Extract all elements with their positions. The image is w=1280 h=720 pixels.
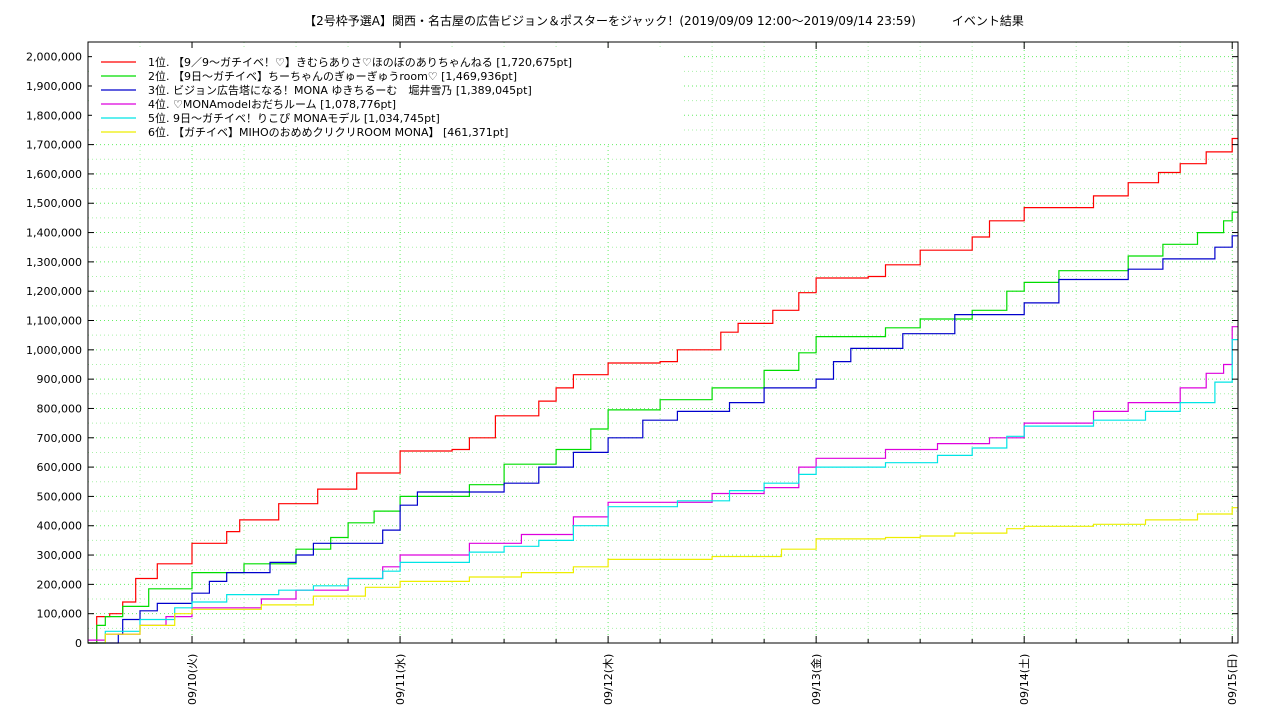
legend-label: 6位. 【ガチイベ】MIHOのおめめクリクリROOM MONA】 [461,37… — [148, 125, 508, 139]
y-tick-label: 1,000,000 — [26, 344, 82, 357]
x-tick-label: 09/14(土) — [1018, 654, 1031, 705]
y-tick-label: 1,900,000 — [26, 80, 82, 93]
legend-label: 1位. 【9／9〜ガチイベ！♡】きむらありさ♡ほのぼのありちゃんねる [1,72… — [148, 55, 572, 69]
y-tick-label: 300,000 — [37, 549, 83, 562]
legend: 1位. 【9／9〜ガチイベ！♡】きむらありさ♡ほのぼのありちゃんねる [1,72… — [92, 48, 682, 144]
y-tick-label: 1,800,000 — [26, 109, 82, 122]
y-tick-label: 1,600,000 — [26, 168, 82, 181]
y-tick-label: 600,000 — [37, 461, 83, 474]
plot-frame — [87, 41, 1239, 644]
chart-title: 【2号枠予選A】関西・名古屋の広告ビジョン＆ポスターをジャック！(2019/09… — [304, 13, 1024, 28]
y-tick-label: 1,300,000 — [26, 256, 82, 269]
x-tick-label: 09/10(火) — [186, 654, 199, 705]
y-tick-label: 1,400,000 — [26, 227, 82, 240]
y-tick-label: 900,000 — [37, 373, 83, 386]
legend-box — [92, 48, 682, 144]
x-tick-label: 09/15(日) — [1226, 654, 1239, 705]
legend-label: 3位. ビジョン広告塔になる！MONA ゆきちるーむ 堀井雪乃 [1,389,0… — [148, 83, 532, 97]
y-tick-label: 800,000 — [37, 402, 83, 415]
y-tick-label: 500,000 — [37, 490, 83, 503]
x-tick-label: 09/11(水) — [394, 654, 407, 705]
y-tick-label: 1,200,000 — [26, 285, 82, 298]
series-line — [88, 507, 1238, 644]
legend-label: 5位. 9日〜ガチイベ！りこぴ MONAモデル [1,034,745pt] — [148, 111, 440, 125]
y-tick-label: 700,000 — [37, 432, 83, 445]
y-tick-label: 0 — [75, 637, 82, 650]
series-line — [88, 339, 1238, 644]
series-lines — [88, 137, 1238, 644]
series-line — [88, 235, 1238, 644]
legend-label: 4位. ♡MONAmodelおだちルーム [1,078,776pt] — [148, 97, 396, 111]
legend-label: 2位. 【9日〜ガチイベ】ちーちゃんのぎゅーぎゅうroom♡ [1,469,93… — [148, 69, 517, 83]
x-tick-label: 09/13(金) — [809, 654, 823, 705]
series-line — [88, 326, 1238, 641]
axes: 0 100,000 200,000 300,000 400,000 500,000 600,… — [26, 42, 1239, 705]
x-tick-label: 09/12(木) — [602, 654, 615, 705]
y-tick-label: 100,000 — [37, 608, 83, 621]
y-tick-label: 2,000,000 — [26, 51, 82, 64]
y-tick-label: 1,500,000 — [26, 197, 82, 210]
y-tick-label: 200,000 — [37, 578, 83, 591]
series-line — [88, 137, 1238, 644]
y-tick-label: 1,100,000 — [26, 315, 82, 328]
y-tick-label: 1,700,000 — [26, 139, 82, 152]
y-tick-label: 400,000 — [37, 520, 83, 533]
